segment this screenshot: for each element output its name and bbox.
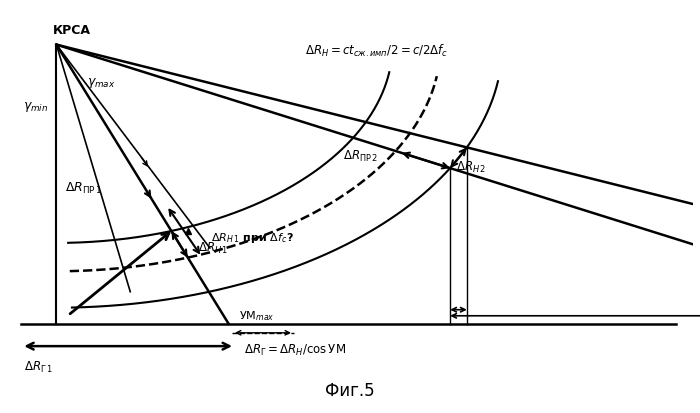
Text: $\mathrm{УМ}_{max}$: $\mathrm{УМ}_{max}$ [239, 310, 274, 323]
Text: $\gamma_{min}$: $\gamma_{min}$ [24, 100, 49, 114]
Text: $\Delta R_{\Pi\mathrm{P}\,2}$: $\Delta R_{\Pi\mathrm{P}\,2}$ [343, 149, 379, 164]
Text: $\Delta R_\Gamma=\Delta R_H/\cos\mathrm{УМ}$: $\Delta R_\Gamma=\Delta R_H/\cos\mathrm{… [244, 343, 346, 358]
Text: КРСА: КРСА [53, 24, 91, 37]
Text: $\Delta R_{H\,1}$: $\Delta R_{H\,1}$ [198, 241, 228, 256]
Text: $\Delta R_H=ct_{сж.имп}/2=c/2\Delta f_c$: $\Delta R_H=ct_{сж.имп}/2=c/2\Delta f_c$ [305, 43, 449, 59]
Text: Фиг.5: Фиг.5 [326, 382, 374, 400]
Text: $\Delta R_{H\,2}$: $\Delta R_{H\,2}$ [456, 160, 486, 175]
Text: $\gamma_{max}$: $\gamma_{max}$ [88, 76, 116, 90]
Text: $\Delta R_{H\,1}$ при $\Delta f_c$?: $\Delta R_{H\,1}$ при $\Delta f_c$? [211, 230, 293, 244]
Text: $\Delta R_{\Gamma\,1}$: $\Delta R_{\Gamma\,1}$ [24, 360, 52, 375]
Text: $\Delta R_{\Pi\mathrm{P}\,1}$: $\Delta R_{\Pi\mathrm{P}\,1}$ [65, 181, 103, 196]
